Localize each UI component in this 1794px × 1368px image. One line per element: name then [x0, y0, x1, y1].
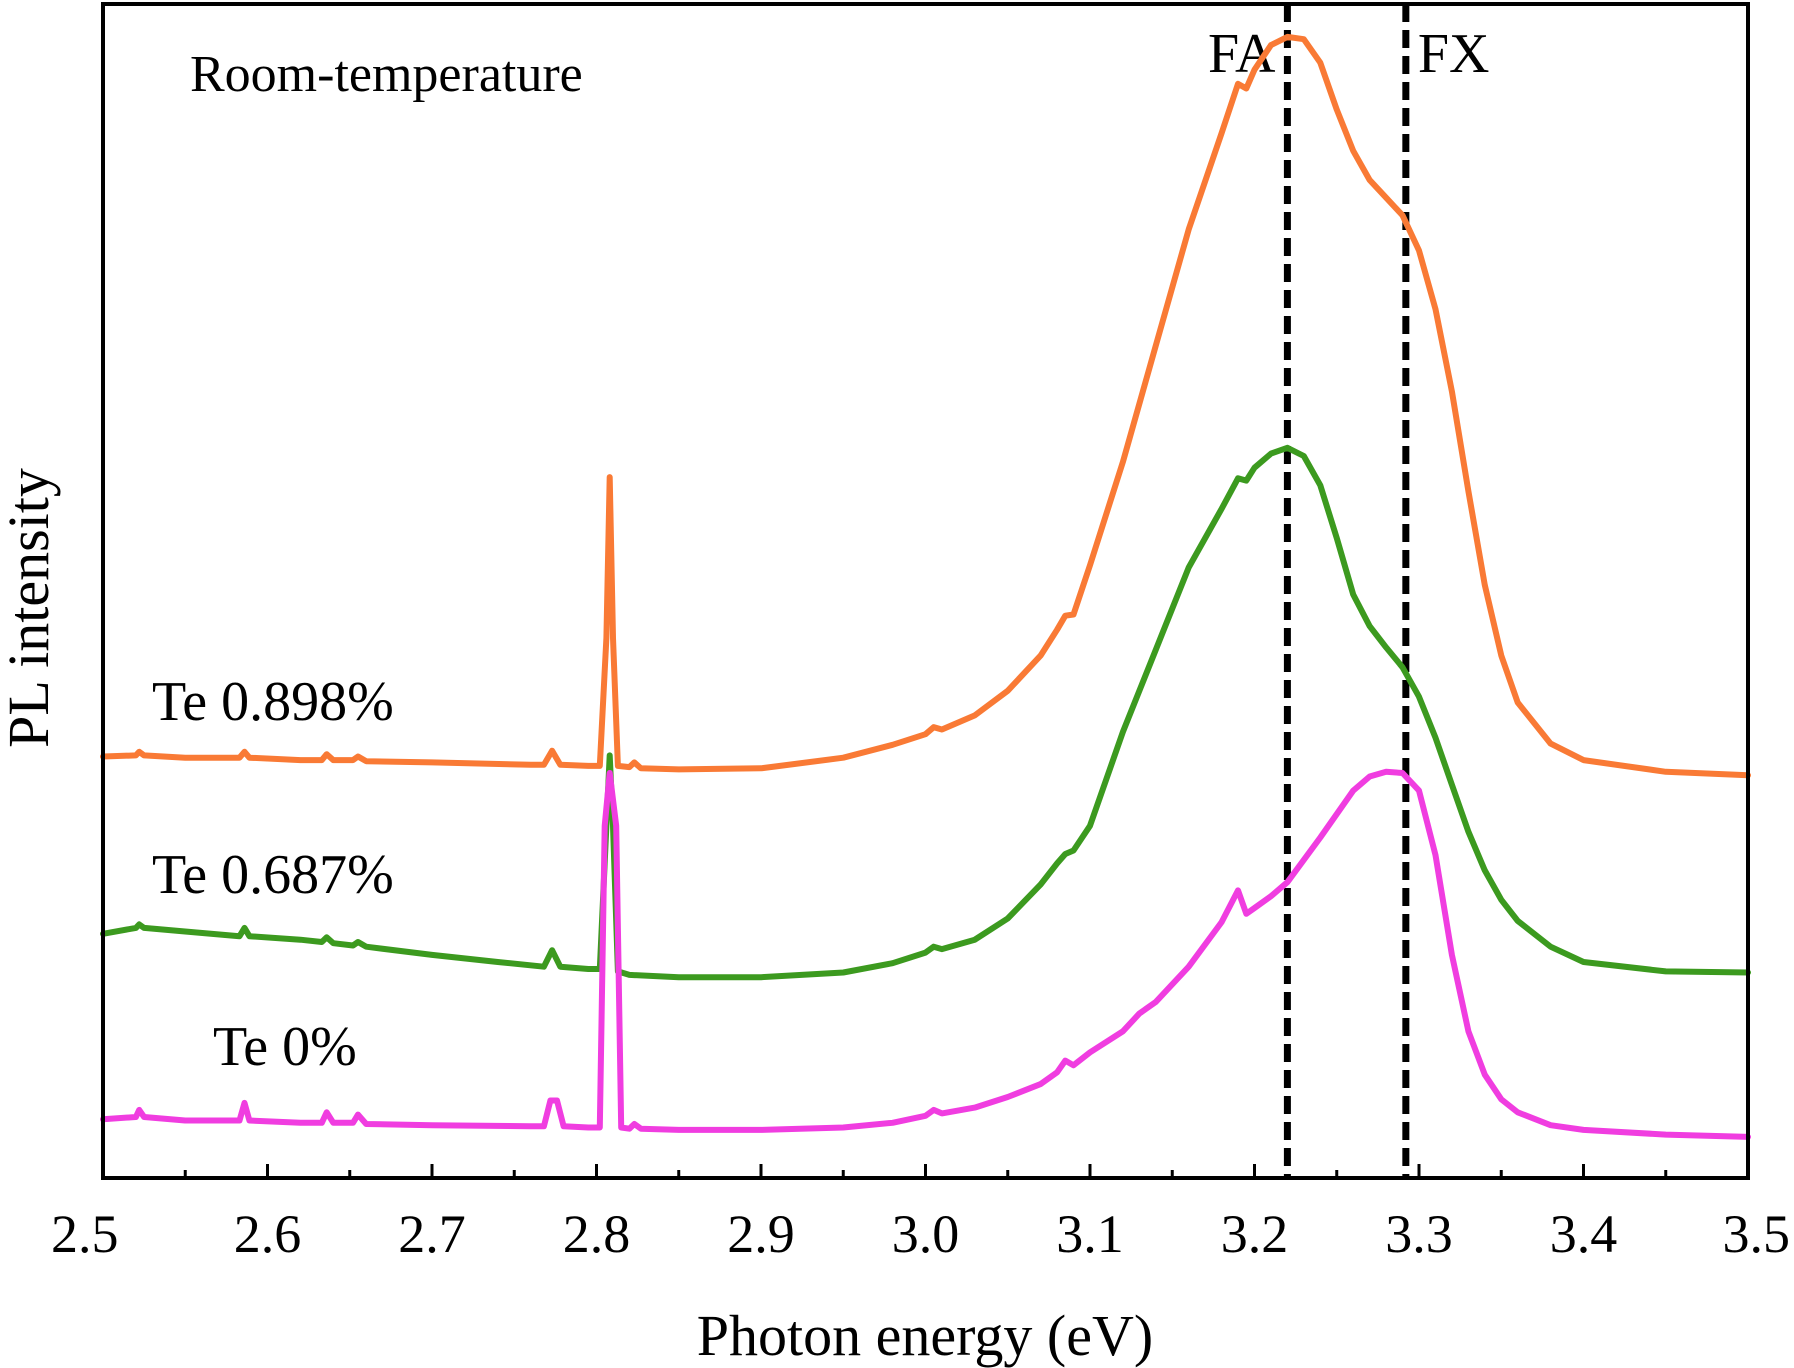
x-tick-label-7: 3.2 — [1221, 1204, 1289, 1264]
x-tick-label-8: 3.3 — [1385, 1204, 1453, 1264]
series-label-1: Te 0.687% — [152, 844, 394, 906]
annotation-text: Room-temperature — [190, 46, 583, 103]
series-line-1 — [100, 444, 1751, 981]
x-tick-label-6: 3.1 — [1056, 1204, 1124, 1264]
x-tick-label-10: 3.5 — [1723, 1204, 1791, 1264]
series-label-0: Te 0.898% — [152, 671, 394, 733]
x-axis-label: Photon energy (eV) — [697, 1303, 1153, 1368]
plot-frame — [101, 2, 1750, 1180]
x-tick-label-0: 2.5 — [51, 1204, 119, 1264]
y-axis-label: PL intensity — [0, 468, 61, 748]
x-tick-label-2: 2.7 — [398, 1204, 466, 1264]
series-line-2 — [100, 768, 1751, 1140]
x-tick-label-9: 3.4 — [1550, 1204, 1618, 1264]
series-label-2: Te 0% — [213, 1016, 357, 1078]
x-tick-label-3: 2.8 — [563, 1204, 631, 1264]
series-line-0 — [100, 33, 1751, 779]
x-tick-label-5: 3.0 — [892, 1204, 960, 1264]
x-tick-label-1: 2.6 — [234, 1204, 302, 1264]
x-tick-label-4: 2.9 — [727, 1204, 795, 1264]
reference-label-fx: FX — [1418, 23, 1490, 85]
